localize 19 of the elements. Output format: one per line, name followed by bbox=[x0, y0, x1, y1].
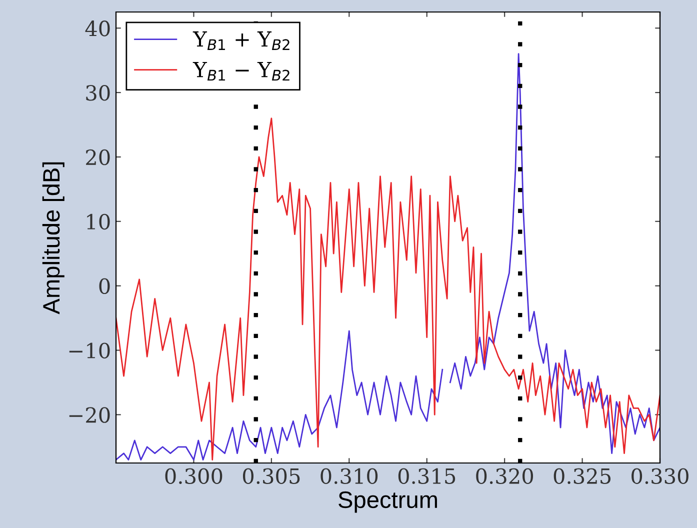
x-tick-label: 0.325 bbox=[554, 468, 610, 484]
x-tick-label: 0.320 bbox=[476, 468, 534, 484]
y-tick-label: 20 bbox=[86, 149, 110, 166]
legend-label: Y$_{B1}$ − Y$_{B2}$ bbox=[192, 62, 290, 81]
x-tick-label: 0.300 bbox=[165, 468, 222, 484]
x-tick-label: 0.305 bbox=[242, 468, 300, 484]
y-tick-label: 10 bbox=[87, 214, 110, 230]
line-series bbox=[116, 118, 660, 460]
y-tick-label: −10 bbox=[69, 342, 110, 358]
y-tick-label: −20 bbox=[69, 407, 110, 423]
y-tick-label: 0 bbox=[99, 278, 110, 294]
y-tick-label: 30 bbox=[86, 84, 110, 101]
x-tick-label: 0.310 bbox=[320, 468, 378, 484]
legend-label: Y$_{B1}$ + Y$_{B2}$ bbox=[192, 31, 290, 50]
y-axis-title: Amplitude [dB] bbox=[42, 162, 64, 314]
y-tick-label: 40 bbox=[85, 20, 110, 36]
x-tick-label: 0.330 bbox=[632, 468, 688, 484]
x-axis-title: Spectrum bbox=[338, 491, 437, 513]
x-tick-label: 0.315 bbox=[398, 468, 456, 484]
